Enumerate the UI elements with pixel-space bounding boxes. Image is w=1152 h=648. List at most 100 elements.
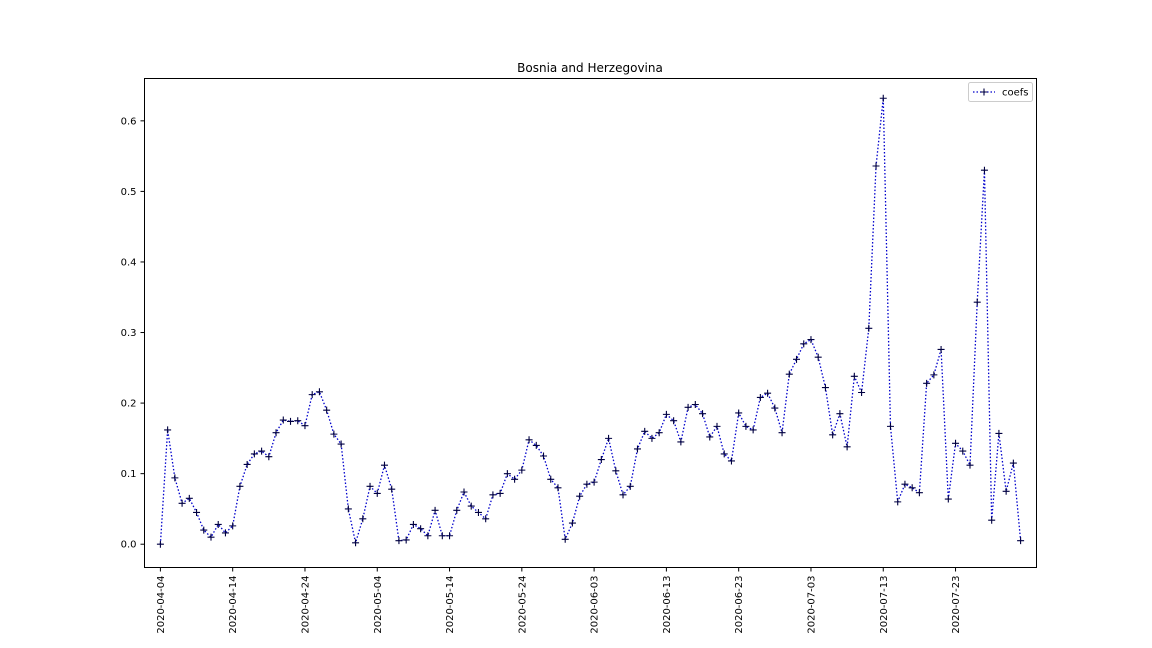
data-point (684, 403, 692, 411)
data-point (952, 439, 960, 447)
data-point (648, 434, 656, 442)
data-point (359, 515, 367, 523)
data-point (344, 505, 352, 513)
x-tick-label: 2020-06-23 (734, 576, 745, 634)
data-point (597, 456, 605, 464)
data-point (886, 422, 894, 430)
data-point (446, 532, 454, 540)
data-point (756, 393, 764, 401)
data-point (836, 410, 844, 418)
data-point (258, 447, 266, 455)
data-point (395, 537, 403, 545)
legend-box (968, 82, 1033, 102)
y-tick-label: 0.1 (121, 469, 137, 480)
data-point (547, 475, 555, 483)
data-point (301, 422, 309, 430)
data-point (417, 525, 425, 533)
data-point (612, 467, 620, 475)
data-point (460, 488, 468, 496)
data-point (699, 410, 707, 418)
data-point (829, 431, 837, 439)
data-point (655, 429, 663, 437)
plot-frame (144, 78, 1037, 568)
data-point (800, 340, 808, 348)
data-point (576, 492, 584, 500)
data-point (287, 417, 295, 425)
data-point (980, 166, 988, 174)
x-tick-label: 2020-04-24 (300, 576, 311, 634)
data-point (973, 298, 981, 306)
data-point (901, 480, 909, 488)
data-point (706, 433, 714, 441)
data-point (409, 520, 417, 528)
data-point (511, 475, 519, 483)
y-tick-label: 0.4 (121, 257, 137, 268)
data-point (937, 345, 945, 353)
data-point (843, 443, 851, 451)
data-point (923, 379, 931, 387)
x-axis: 2020-04-04 2020-04-14 2020-04-24 2020-05-04… (156, 567, 962, 634)
data-point (525, 436, 533, 444)
data-point (352, 539, 360, 547)
x-tick-label: 2020-07-13 (879, 576, 890, 634)
data-point (272, 429, 280, 437)
data-point (872, 162, 880, 170)
data-point (380, 461, 388, 469)
x-tick-label: 2020-05-24 (517, 576, 528, 634)
data-point (619, 491, 627, 499)
data-point (1017, 537, 1025, 545)
data-point (735, 409, 743, 417)
data-point (894, 498, 902, 506)
data-point (959, 447, 967, 455)
data-point (778, 429, 786, 437)
data-point (431, 506, 439, 514)
series-layer (156, 94, 1025, 548)
data-point (677, 438, 685, 446)
x-tick-label: 2020-04-14 (228, 576, 239, 634)
data-point (821, 384, 829, 392)
data-point (807, 336, 815, 344)
data-point (793, 355, 801, 363)
legend: coefs (968, 82, 1033, 102)
y-tick-label: 0.5 (121, 187, 137, 198)
data-point (583, 480, 591, 488)
data-point (561, 535, 569, 543)
data-point (185, 494, 193, 502)
legend-label: coefs (1002, 88, 1029, 99)
data-point (518, 466, 526, 474)
x-tick-label: 2020-07-23 (951, 576, 962, 634)
data-point (554, 484, 562, 492)
data-point (250, 450, 258, 458)
data-point (388, 485, 396, 493)
data-point (858, 389, 866, 397)
data-point (294, 417, 302, 425)
x-tick-label: 2020-04-04 (156, 576, 167, 634)
data-point (568, 519, 576, 527)
data-point (764, 389, 772, 397)
data-point (908, 484, 916, 492)
data-point (279, 416, 287, 424)
data-point (1002, 487, 1010, 495)
data-point (373, 489, 381, 497)
legend-marker-sample (980, 88, 988, 96)
data-point (221, 529, 229, 537)
data-point (633, 445, 641, 453)
data-point (330, 430, 338, 438)
data-point (438, 532, 446, 540)
data-point (424, 532, 432, 540)
data-point (727, 457, 735, 465)
data-point (641, 427, 649, 435)
data-point (366, 482, 374, 490)
data-point (749, 426, 757, 434)
data-point (308, 391, 316, 399)
legend-marker-plus (980, 88, 988, 96)
data-point (265, 453, 273, 461)
x-tick-label: 2020-06-03 (590, 576, 601, 634)
data-point (691, 401, 699, 408)
y-tick-label: 0.6 (121, 116, 137, 127)
data-point (814, 353, 822, 361)
data-point (865, 324, 873, 332)
data-point (229, 522, 237, 530)
